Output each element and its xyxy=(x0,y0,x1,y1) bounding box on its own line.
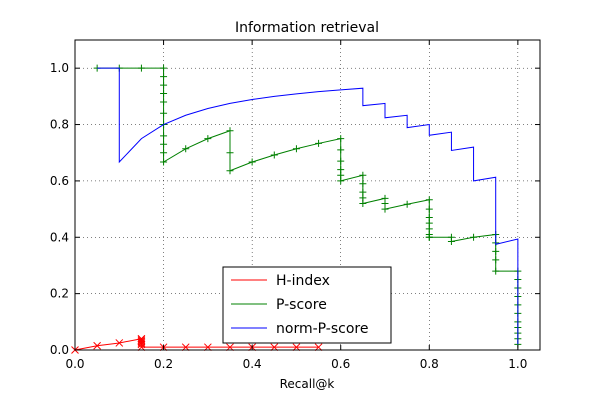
p-score-point xyxy=(160,64,168,72)
p-score-point xyxy=(204,135,212,143)
p-score-point xyxy=(160,140,168,148)
y-tick-label: 0.4 xyxy=(50,230,69,244)
legend-label-p-score: P-score xyxy=(276,297,327,313)
p-score-point xyxy=(447,238,455,245)
x-tick-label: 0.8 xyxy=(420,357,439,371)
p-score-point xyxy=(337,146,345,154)
p-score-point xyxy=(337,135,345,143)
p-score-point xyxy=(381,205,389,213)
y-tick-label: 0.2 xyxy=(50,287,69,301)
x-tick-label: 0.0 xyxy=(65,357,84,371)
p-score-point xyxy=(160,158,168,166)
p-score-point xyxy=(359,199,367,207)
x-axis-label: Recall@k xyxy=(280,377,335,391)
p-score-point xyxy=(160,81,168,89)
p-score-point xyxy=(403,200,411,208)
p-score-point xyxy=(160,132,168,140)
h-index-point xyxy=(137,340,146,349)
p-score-point xyxy=(270,151,278,159)
legend-label-norm-p-score: norm-P-score xyxy=(276,321,368,337)
p-score-point xyxy=(160,149,168,157)
p-score-point xyxy=(337,177,345,185)
p-score-point xyxy=(359,171,367,179)
x-tick-label: 0.6 xyxy=(331,357,350,371)
y-tick-label: 0.6 xyxy=(50,174,69,188)
p-score-point xyxy=(470,233,478,241)
p-score-point xyxy=(425,205,433,213)
p-score-point xyxy=(182,145,190,153)
p-score-point xyxy=(226,127,234,135)
p-score-point xyxy=(160,73,168,81)
plot-frame xyxy=(74,39,541,351)
ticks: 0.0 0.2 0.4 0.6 0.8 1.0 0.0 0.2 0.4 0.6 0.8 1.0 xyxy=(50,40,540,371)
p-score-point xyxy=(359,180,367,188)
chart-title: Information retrieval xyxy=(235,20,379,36)
x-tick-label: 0.2 xyxy=(154,357,173,371)
x-tick-label: 0.4 xyxy=(243,357,262,371)
p-score-point xyxy=(292,145,300,153)
p-score-point xyxy=(226,167,234,175)
p-score-point xyxy=(425,196,433,204)
p-score-point xyxy=(492,247,500,255)
p-score-point xyxy=(337,157,345,165)
y-tick-label: 0.0 xyxy=(50,343,69,357)
p-score-point xyxy=(315,139,323,147)
norm-p-score-line xyxy=(97,67,519,345)
h-index-point xyxy=(93,341,101,350)
p-score-point xyxy=(160,98,168,106)
y-tick-label: 1.0 xyxy=(50,61,69,75)
legend-label-h-index: H-index xyxy=(276,273,330,289)
y-tick-label: 0.8 xyxy=(50,118,69,132)
p-score-point xyxy=(248,158,256,166)
p-score-point xyxy=(160,90,168,98)
p-score-point xyxy=(160,109,168,117)
p-score-point xyxy=(226,149,234,157)
x-tick-label: 1.0 xyxy=(508,357,527,371)
p-score-point xyxy=(492,256,500,264)
legend: H-index P-score norm-P-score xyxy=(222,266,392,344)
h-index-point xyxy=(137,337,146,346)
h-index-point xyxy=(115,339,124,347)
p-score-point xyxy=(425,233,433,241)
p-score-point xyxy=(492,267,500,275)
p-score-point xyxy=(137,64,145,72)
